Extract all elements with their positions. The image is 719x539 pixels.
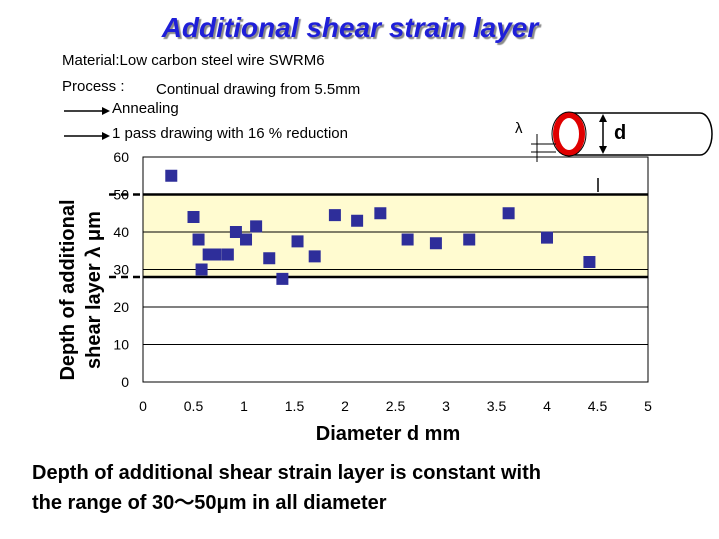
slide-title: Additional shear strain layer bbox=[161, 12, 539, 43]
process-step-annealing: Annealing bbox=[112, 100, 179, 117]
data-point bbox=[165, 169, 178, 182]
x-axis-ticks: 0 0.5 1 1.5 2 2.5 3 3.5 4 4.5 5 bbox=[139, 398, 652, 414]
data-point bbox=[229, 226, 242, 238]
data-point bbox=[374, 207, 387, 220]
data-point bbox=[192, 233, 205, 246]
x-tick-label: 5 bbox=[644, 398, 652, 414]
data-point bbox=[291, 235, 304, 248]
wire-body bbox=[569, 112, 713, 156]
process-text: Continual drawing from 5.5mm bbox=[156, 81, 361, 98]
y-tick-label: 60 bbox=[113, 149, 129, 165]
wire-shear-ring bbox=[553, 112, 585, 156]
data-point bbox=[583, 256, 596, 268]
data-point bbox=[195, 263, 208, 276]
x-tick-label: 2.5 bbox=[386, 398, 406, 414]
material-line: Material:Low carbon steel wire SWRM6 bbox=[62, 52, 325, 69]
y-tick-label: 0 bbox=[121, 374, 129, 390]
y-tick-label: 10 bbox=[113, 337, 129, 353]
y-tick-label: 50 bbox=[113, 187, 129, 203]
conclusion-line-1: Depth of additional shear strain layer i… bbox=[32, 462, 541, 484]
d-arrow-down-icon bbox=[599, 146, 607, 154]
x-axis-title: Diameter d mm bbox=[316, 423, 461, 445]
data-point bbox=[308, 250, 321, 263]
y-axis-ticks: 0 10 20 30 40 50 60 bbox=[113, 149, 129, 390]
data-point bbox=[263, 252, 276, 265]
conclusion-line-2: the range of 30～50μm in all diameter bbox=[32, 492, 387, 514]
conclusion-text: Depth of additional shear strain layer i… bbox=[32, 458, 541, 518]
process-step-drawing: 1 pass drawing with 16 % reduction bbox=[112, 125, 348, 142]
data-point bbox=[502, 207, 515, 220]
d-arrow-up-icon bbox=[599, 114, 607, 122]
wire-end-outline bbox=[551, 111, 587, 157]
y-axis-title-line-2: shear layer λ μm bbox=[83, 211, 105, 369]
x-tick-label: 4.5 bbox=[588, 398, 608, 414]
data-point bbox=[463, 233, 476, 246]
data-point bbox=[401, 233, 414, 246]
data-point bbox=[221, 248, 234, 261]
plot-area-frame bbox=[142, 156, 649, 383]
x-tick-label: 2 bbox=[341, 398, 349, 414]
process-label: Process : bbox=[62, 78, 125, 95]
x-tick-label: 4 bbox=[543, 398, 551, 414]
y-axis-title: Depth of additional shear layer λ μm bbox=[57, 199, 105, 380]
x-tick-label: 0.5 bbox=[184, 398, 204, 414]
data-point bbox=[429, 237, 442, 250]
scatter-chart: 0 10 20 30 40 50 60 0 0.5 1 1.5 2 2.5 3 3.5 4 4.5 5 Diam… bbox=[57, 149, 652, 445]
wire-diagram: d λ bbox=[515, 111, 713, 192]
data-point bbox=[276, 272, 289, 285]
y-axis-title-line-1: Depth of additional bbox=[57, 199, 79, 380]
x-tick-label: 1.5 bbox=[285, 398, 305, 414]
y-tick-label: 40 bbox=[113, 224, 129, 240]
drawing-arrow-icon bbox=[64, 132, 110, 140]
y-tick-label: 20 bbox=[113, 299, 129, 315]
lambda-label: λ bbox=[515, 120, 523, 137]
data-point bbox=[541, 231, 553, 244]
data-points bbox=[165, 169, 596, 285]
annealing-arrow-icon bbox=[64, 107, 110, 115]
range-band bbox=[143, 194, 648, 277]
x-tick-label: 3 bbox=[442, 398, 450, 414]
x-tick-label: 0 bbox=[139, 398, 147, 414]
d-label: d bbox=[614, 122, 626, 144]
data-point bbox=[250, 220, 263, 233]
data-point bbox=[187, 211, 200, 223]
data-point bbox=[209, 248, 222, 261]
x-tick-label: 3.5 bbox=[487, 398, 507, 414]
data-point bbox=[240, 233, 253, 246]
data-point bbox=[328, 209, 341, 222]
data-point bbox=[351, 214, 364, 227]
x-tick-label: 1 bbox=[240, 398, 248, 414]
y-tick-label: 30 bbox=[113, 262, 129, 278]
